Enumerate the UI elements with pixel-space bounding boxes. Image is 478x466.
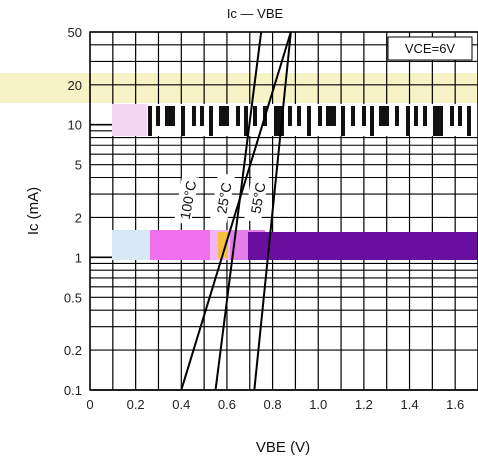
- series-label-bg: [209, 172, 236, 223]
- series-line: [214, 31, 263, 391]
- y-tick-label: 1: [75, 250, 82, 265]
- artifact-bar: [244, 106, 248, 136]
- series-label: 25°C: [213, 181, 234, 215]
- y-tick-label: 20: [68, 78, 82, 93]
- condition-annotation: VCE=6V: [387, 36, 473, 61]
- artifact-bar: [414, 106, 418, 126]
- x-tick-label: 0.8: [264, 397, 282, 412]
- chart-title: Ic — VBE: [227, 6, 284, 21]
- y-tick-labels: 0.1 0.2 0.5 1 2 5 10 20 50: [64, 25, 82, 398]
- x-tick-label: 1.4: [400, 397, 418, 412]
- artifact-bar: [148, 106, 152, 136]
- artifact-bar: [351, 106, 355, 126]
- series-label-bg: [173, 174, 200, 225]
- artifact-bar: [274, 106, 284, 136]
- series-label: 55°C: [247, 181, 268, 215]
- artifact-bar: [362, 106, 366, 126]
- artifact-bar: [181, 106, 185, 136]
- artifact-bar: [288, 106, 292, 126]
- artifact-bar: [326, 106, 336, 126]
- artifact-bar: [209, 106, 213, 136]
- x-tick-label: 1.6: [446, 397, 464, 412]
- artifact-bar: [253, 106, 257, 126]
- artifact-bar: [156, 106, 160, 126]
- artifact-bar: [423, 106, 427, 126]
- x-tick-label: 1.2: [355, 397, 373, 412]
- artifact-bar: [341, 106, 345, 136]
- plot-frame: [89, 31, 478, 391]
- artifact-bars-top: [148, 106, 471, 136]
- condition-label: VCE=6V: [405, 41, 456, 56]
- artifact-bar: [236, 106, 240, 126]
- series-label: 100°C: [177, 179, 200, 220]
- artifact-bar: [379, 106, 389, 126]
- artifact-bar: [307, 106, 311, 136]
- artifact-bar: [458, 106, 462, 126]
- y-tick-label: 0.5: [64, 290, 82, 305]
- artifact-bar: [297, 106, 301, 126]
- artifact-bar: [200, 106, 204, 126]
- x-tick-label: 0: [86, 397, 93, 412]
- y-tick-label: 5: [75, 158, 82, 173]
- artifact-bar: [433, 106, 443, 136]
- y-tick-label: 2: [75, 210, 82, 225]
- artifact-bar: [318, 106, 322, 126]
- y-tick-label: 10: [68, 118, 82, 133]
- highlight-band: [0, 73, 478, 103]
- artifact-bar: [192, 106, 196, 126]
- artifact-bar: [450, 106, 454, 126]
- artifact-bar: [467, 106, 471, 136]
- y-tick-label: 0.1: [64, 383, 82, 398]
- artifact-bar: [406, 106, 410, 136]
- y-axis-label: Ic (mA): [25, 187, 42, 235]
- artifact-bar: [370, 106, 374, 136]
- x-tick-label: 1.0: [309, 397, 327, 412]
- artifact-bar: [219, 106, 229, 126]
- artifact-strip-mid: [112, 230, 478, 260]
- x-axis-label: VBE (V): [256, 439, 310, 456]
- x-tick-labels: 0 0.2 0.4 0.6 0.8 1.0 1.2 1.4 1.6: [86, 397, 464, 412]
- artifact-patch-top: [112, 104, 147, 136]
- x-tick-label: 0.6: [218, 397, 236, 412]
- artifact-bar: [395, 106, 399, 126]
- series-label-bg: [243, 172, 270, 223]
- y-tick-label: 0.2: [64, 343, 82, 358]
- artifact-bar: [165, 106, 175, 126]
- series-line: [253, 31, 292, 391]
- curves: 100°C 25°C 55°C: [173, 31, 292, 391]
- x-tick-label: 0.4: [172, 397, 190, 412]
- series-line: [180, 31, 292, 391]
- y-tick-label: 50: [68, 25, 82, 40]
- x-tick-label: 0.2: [127, 397, 145, 412]
